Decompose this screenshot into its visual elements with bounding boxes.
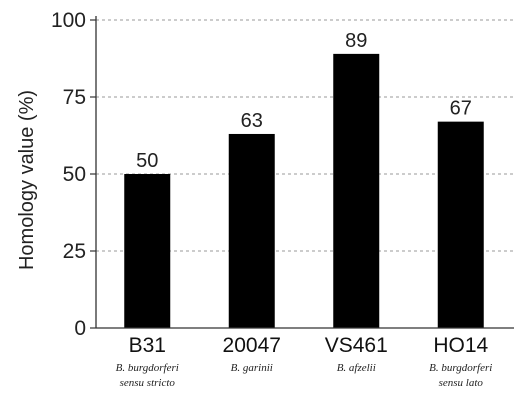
x-tick-label: 20047	[223, 334, 281, 357]
y-tick-label: 75	[63, 86, 86, 109]
species-label: B. burgdorferi	[429, 362, 492, 374]
species-label: sensu lato	[439, 377, 484, 389]
x-tick-label: HO14	[433, 334, 488, 357]
y-tick-label: 100	[51, 9, 86, 32]
y-axis-label: Homology value (%)	[16, 90, 38, 270]
y-axis-ticks: 0 25 50 75 100	[51, 9, 96, 340]
species-label: sensu stricto	[120, 377, 176, 389]
bar-b31	[124, 174, 171, 328]
data-label: 89	[345, 30, 367, 52]
bar-20047	[228, 133, 275, 328]
data-label: 50	[136, 150, 158, 172]
data-label: 63	[241, 110, 263, 132]
y-tick-label: 25	[63, 240, 86, 263]
bar-ho14	[437, 121, 484, 328]
y-tick-label: 0	[74, 317, 86, 340]
category-labels: B31 B. burgdorferi sensu stricto 20047 B. ga…	[116, 334, 493, 389]
data-label: 67	[450, 98, 472, 120]
x-tick-label: VS461	[325, 334, 388, 357]
x-tick-label: B31	[129, 334, 166, 357]
bars: 50 63 89 67	[124, 30, 484, 328]
species-label: B. garinii	[231, 362, 273, 374]
bar-vs461	[333, 53, 380, 328]
y-tick-label: 50	[63, 163, 86, 186]
species-label: B. afzelii	[337, 362, 376, 374]
species-label: B. burgdorferi	[116, 362, 179, 374]
